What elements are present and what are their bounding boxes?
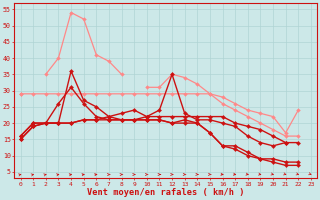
X-axis label: Vent moyen/en rafales ( km/h ): Vent moyen/en rafales ( km/h )	[87, 188, 244, 197]
